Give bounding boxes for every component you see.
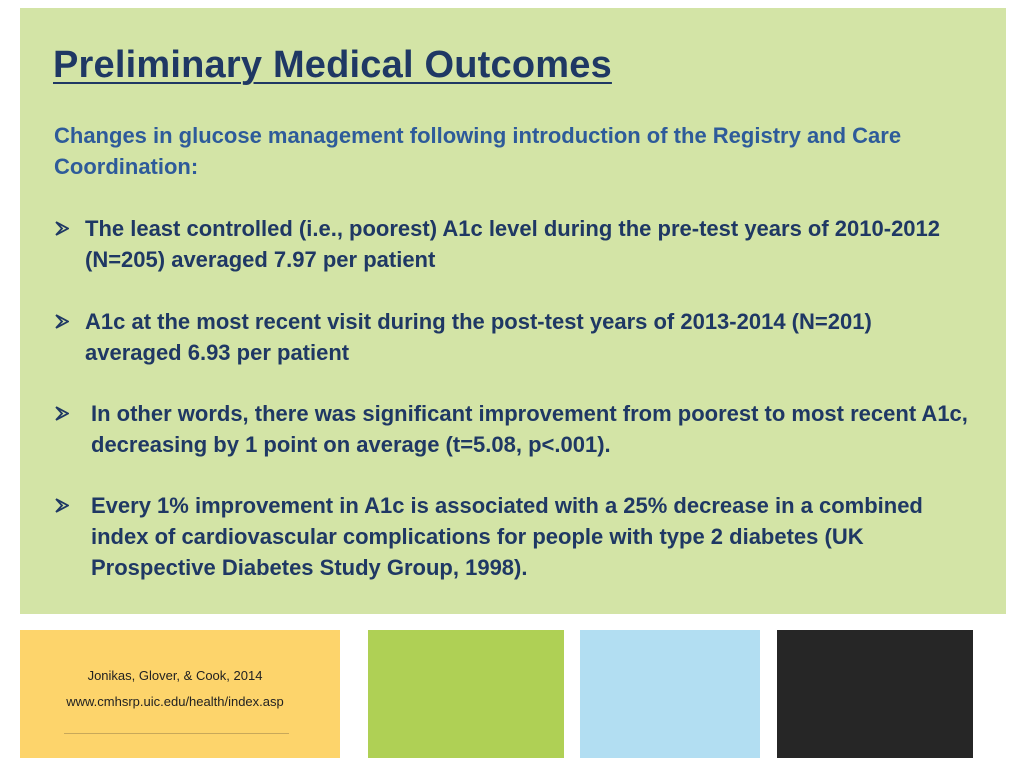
- page-title: Preliminary Medical Outcomes: [53, 44, 612, 86]
- divider: [64, 733, 289, 734]
- arrow-bullet-icon: [54, 490, 70, 521]
- bullet-item: The least controlled (i.e., poorest) A1c…: [54, 213, 984, 275]
- bullet-item: A1c at the most recent visit during the …: [54, 306, 954, 368]
- bullet-item: Every 1% improvement in A1c is associate…: [54, 490, 984, 583]
- arrow-bullet-icon: [54, 213, 70, 244]
- footer-block-green: [368, 630, 564, 758]
- footer-block-black: [777, 630, 973, 758]
- intro-text: Changes in glucose management following …: [54, 123, 902, 179]
- bullet-text: Every 1% improvement in A1c is associate…: [91, 493, 923, 580]
- bullet-text: The least controlled (i.e., poorest) A1c…: [85, 216, 941, 272]
- arrow-bullet-icon: [54, 306, 70, 337]
- content-panel: Preliminary Medical Outcomes Changes in …: [20, 8, 1006, 614]
- bullet-text: In other words, there was significant im…: [91, 401, 968, 457]
- bullet-item: In other words, there was significant im…: [54, 398, 999, 460]
- arrow-bullet-icon: [54, 398, 70, 429]
- citation-url: www.cmhsrp.uic.edu/health/index.asp: [66, 694, 284, 709]
- footer-block-blue: [580, 630, 760, 758]
- footer-block-yellow: Jonikas, Glover, & Cook, 2014 www.cmhsrp…: [20, 630, 340, 758]
- citation-authors: Jonikas, Glover, & Cook, 2014: [87, 668, 263, 683]
- bullet-text: A1c at the most recent visit during the …: [85, 309, 872, 365]
